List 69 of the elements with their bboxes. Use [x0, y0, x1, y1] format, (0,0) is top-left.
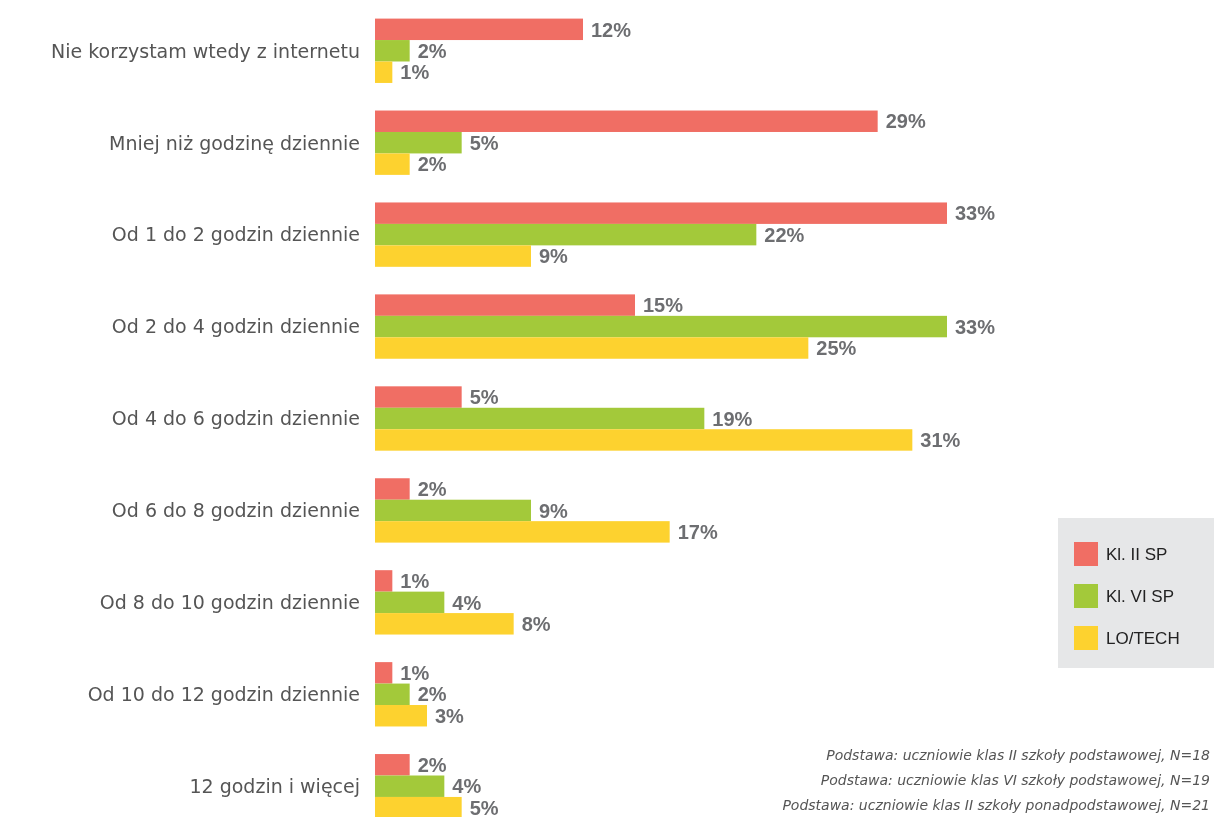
data-label: 2%	[417, 478, 447, 501]
data-label: 9%	[539, 245, 569, 268]
bar	[375, 294, 635, 316]
data-label: 8%	[521, 613, 551, 636]
data-label: 2%	[417, 153, 447, 176]
data-label: 4%	[452, 775, 482, 798]
data-label: 2%	[417, 39, 447, 62]
bar	[375, 705, 427, 727]
legend-label: Kl. II SP	[1106, 545, 1168, 565]
bar	[375, 245, 531, 267]
y-tick-label: Od 2 do 4 godzin dziennie	[111, 315, 360, 338]
bar	[375, 754, 410, 776]
data-label: 1%	[400, 570, 430, 593]
bar	[375, 429, 913, 451]
bar	[375, 315, 947, 338]
data-label: 31%	[920, 429, 961, 452]
data-label: 22%	[764, 223, 805, 246]
legend-label: Kl. VI SP	[1106, 587, 1175, 607]
legend-label: LO/TECH	[1106, 629, 1180, 649]
bar	[375, 337, 809, 359]
bar	[375, 202, 947, 224]
data-label: 29%	[885, 110, 926, 133]
data-label: 1%	[400, 61, 430, 84]
bar	[375, 683, 410, 706]
bar	[375, 796, 462, 817]
data-label: 5%	[469, 386, 499, 409]
data-label: 15%	[643, 294, 684, 317]
bar	[375, 40, 410, 62]
bar	[375, 223, 757, 246]
data-label: 5%	[469, 131, 499, 154]
y-tick-label: 12 godzin i więcej	[189, 775, 360, 798]
bar	[375, 131, 462, 154]
bar	[375, 613, 514, 635]
data-label: 9%	[539, 499, 569, 522]
bar	[375, 478, 410, 500]
data-label: 5%	[469, 796, 499, 819]
bar	[375, 386, 462, 408]
bar	[375, 499, 531, 522]
data-label: 2%	[417, 753, 447, 776]
annotation: Podstawa: uczniowie klas II szkoły podstawowej, N=18	[826, 747, 1211, 763]
bar	[375, 591, 445, 614]
bar	[375, 18, 583, 41]
y-tick-label: Od 8 do 10 godzin dziennie	[99, 591, 360, 614]
data-label: 4%	[452, 591, 482, 614]
bar	[375, 407, 705, 430]
data-label: 19%	[712, 407, 753, 430]
data-label: 2%	[417, 683, 447, 706]
y-tick-label: Od 1 do 2 godzin dziennie	[111, 223, 360, 246]
data-label: 1%	[400, 662, 430, 685]
y-tick-label: Nie korzystam wtedy z internetu	[51, 39, 360, 62]
data-label: 12%	[591, 18, 632, 41]
bar	[375, 153, 410, 175]
bar	[375, 61, 393, 83]
data-label: 33%	[955, 315, 996, 338]
y-tick-label: Mniej niż godzinę dziennie	[109, 131, 360, 154]
bar	[375, 110, 878, 132]
bar	[375, 662, 393, 684]
data-label: 3%	[435, 704, 465, 727]
data-label: 17%	[677, 521, 718, 544]
y-tick-label: Od 4 do 6 godzin dziennie	[111, 407, 360, 430]
y-tick-label: Od 6 do 8 godzin dziennie	[111, 499, 360, 522]
bar	[375, 521, 670, 543]
bar	[375, 775, 445, 797]
y-tick-label: Od 10 do 12 godzin dziennie	[87, 683, 360, 706]
data-label: 33%	[955, 202, 996, 225]
bar	[375, 570, 393, 592]
data-label: 25%	[816, 337, 857, 360]
annotation: Podstawa: uczniowie klas II szkoły ponadpodstawowej, N=21	[782, 797, 1210, 813]
annotation: Podstawa: uczniowie klas VI szkoły podstawowej, N=19	[820, 772, 1211, 788]
